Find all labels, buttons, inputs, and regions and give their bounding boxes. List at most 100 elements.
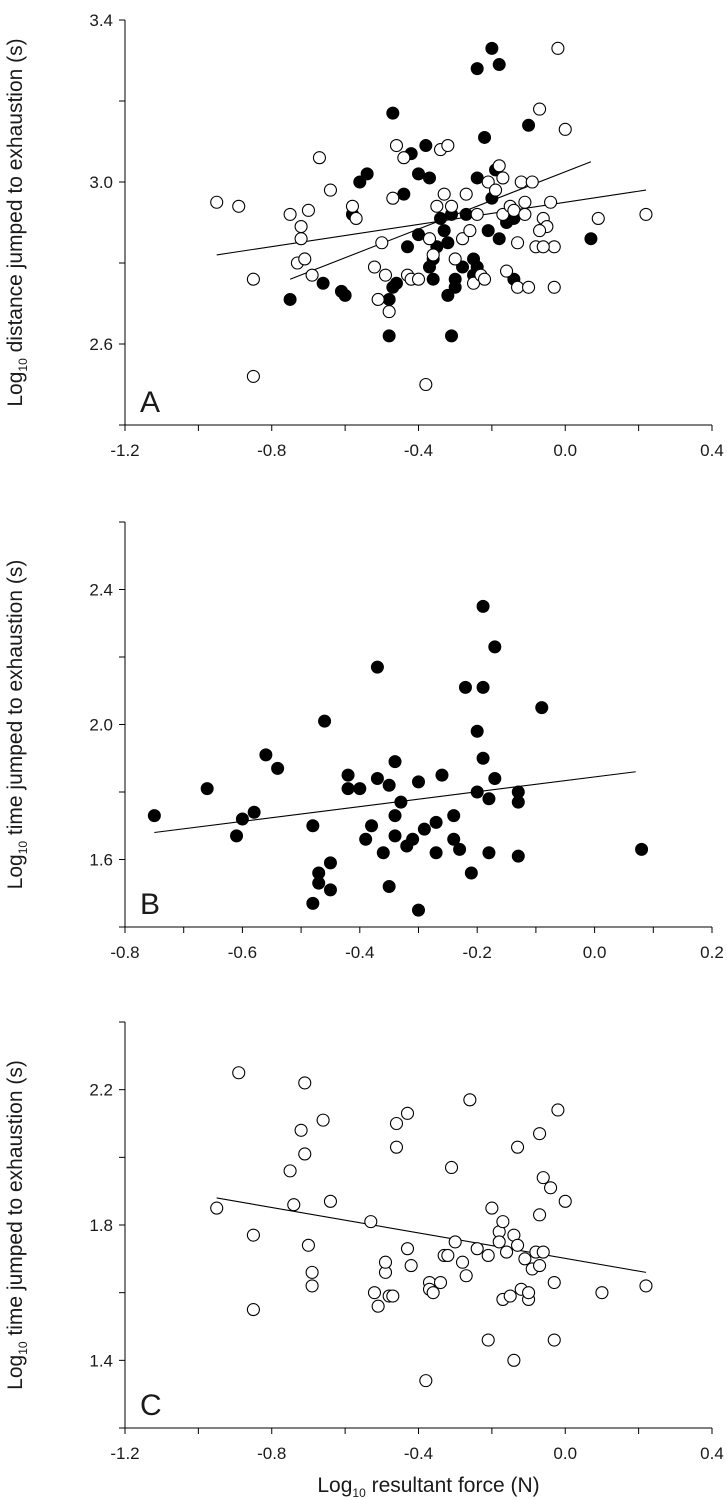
- data-point-open: [499, 264, 514, 278]
- data-point-filled: [259, 748, 273, 762]
- data-point-open: [507, 203, 521, 217]
- data-point-open: [400, 1242, 415, 1256]
- y-tick-label: 3.4: [89, 11, 113, 30]
- data-point-filled: [459, 207, 473, 221]
- data-point-filled: [235, 812, 249, 826]
- data-point-filled: [584, 232, 598, 246]
- data-point-open: [389, 1116, 404, 1131]
- data-point-filled: [478, 130, 492, 144]
- data-point-filled: [341, 782, 355, 796]
- data-point-filled: [400, 240, 414, 254]
- regression-line: [216, 189, 647, 256]
- panel-letter: A: [140, 386, 160, 419]
- data-point-filled: [147, 809, 161, 823]
- data-point-filled: [200, 782, 214, 796]
- data-point-filled: [470, 785, 484, 799]
- data-point-open: [477, 272, 492, 286]
- data-point-filled: [386, 106, 400, 120]
- data-point-filled: [426, 272, 440, 286]
- y-tick-label: 1.8: [89, 1216, 113, 1235]
- data-point-open: [441, 139, 455, 153]
- data-point-open: [305, 1265, 319, 1279]
- data-point-open: [367, 260, 382, 274]
- data-point-filled: [306, 896, 320, 910]
- y-axis-label-subscript: 10: [16, 841, 30, 855]
- data-point-filled: [388, 809, 402, 823]
- data-point-open: [533, 1259, 547, 1273]
- data-point-open: [298, 252, 312, 266]
- y-tick-label: 2.2: [89, 1081, 113, 1100]
- data-point-open: [536, 1245, 550, 1259]
- data-point-filled: [397, 187, 411, 201]
- data-point-filled: [429, 815, 443, 829]
- data-point-open: [232, 1066, 246, 1080]
- data-point-filled: [447, 832, 461, 846]
- data-point-open: [437, 187, 451, 201]
- data-point-open: [400, 1106, 415, 1120]
- x-tick-label: 0.0: [583, 943, 607, 962]
- data-point-open: [470, 1242, 484, 1256]
- data-point-filled: [388, 829, 402, 843]
- panel-a: 2.6 3.0 3.4 -1.2 -0.8 -0.4 0.0 0.4 A Log10 distan…: [4, 11, 724, 460]
- data-point-open: [232, 199, 246, 213]
- data-point-open: [294, 1123, 308, 1137]
- data-point-open: [301, 1238, 315, 1252]
- data-point-filled: [417, 822, 431, 836]
- data-point-open: [386, 191, 400, 205]
- data-point-filled: [447, 809, 461, 823]
- x-axis-label: Log10 resultant force (N): [317, 1474, 539, 1500]
- data-point-filled: [412, 167, 425, 181]
- panel-letter: B: [140, 888, 160, 921]
- data-point-filled: [382, 880, 396, 893]
- data-point-open: [411, 272, 426, 286]
- data-point-open: [481, 1248, 495, 1262]
- data-point-filled: [247, 805, 261, 819]
- data-point-open: [378, 1255, 393, 1269]
- x-tick-label: 0.4: [700, 1444, 724, 1463]
- data-point-open: [518, 195, 532, 209]
- data-point-open: [492, 1235, 506, 1249]
- data-point-open: [371, 292, 385, 307]
- x-tick-label: -0.8: [257, 1444, 286, 1463]
- data-point-open: [444, 199, 459, 213]
- data-point-filled: [312, 866, 326, 880]
- panel-letter: C: [140, 1389, 162, 1422]
- data-point-open: [382, 305, 396, 319]
- data-point-filled: [482, 792, 496, 806]
- data-point-filled: [382, 778, 396, 792]
- data-point-filled: [488, 772, 502, 785]
- y-axis-label-subscript: 10: [16, 358, 30, 372]
- y-tick-label: 1.4: [89, 1351, 113, 1370]
- data-point-open: [518, 1252, 532, 1266]
- data-point-filled: [271, 761, 285, 775]
- data-point-filled: [394, 795, 408, 809]
- y-tick-label: 2.6: [89, 335, 113, 354]
- data-point-open: [639, 207, 653, 221]
- data-point-open: [536, 240, 550, 254]
- data-point-open: [378, 268, 393, 282]
- data-point-filled: [476, 680, 490, 694]
- data-point-filled: [338, 288, 352, 302]
- data-point-open: [558, 1194, 572, 1208]
- data-point-filled: [522, 118, 536, 132]
- data-point-open: [389, 139, 404, 153]
- data-point-filled: [435, 768, 449, 782]
- data-point-open: [367, 1286, 382, 1300]
- data-point-filled: [492, 58, 506, 72]
- data-point-filled: [318, 714, 332, 728]
- data-point-open: [419, 377, 433, 392]
- data-point-open: [298, 1076, 312, 1090]
- data-point-filled: [511, 785, 525, 799]
- data-point-filled: [437, 224, 451, 238]
- data-point-open: [503, 1289, 517, 1303]
- data-point-open: [533, 1127, 547, 1141]
- data-point-open: [496, 1215, 510, 1229]
- data-point-filled: [412, 228, 425, 242]
- data-point-open: [507, 1353, 521, 1367]
- data-point-open: [246, 369, 260, 383]
- data-point-filled: [360, 167, 374, 181]
- data-point-open: [371, 1299, 385, 1313]
- x-tick-label: -0.8: [257, 441, 286, 460]
- data-point-open: [210, 195, 224, 209]
